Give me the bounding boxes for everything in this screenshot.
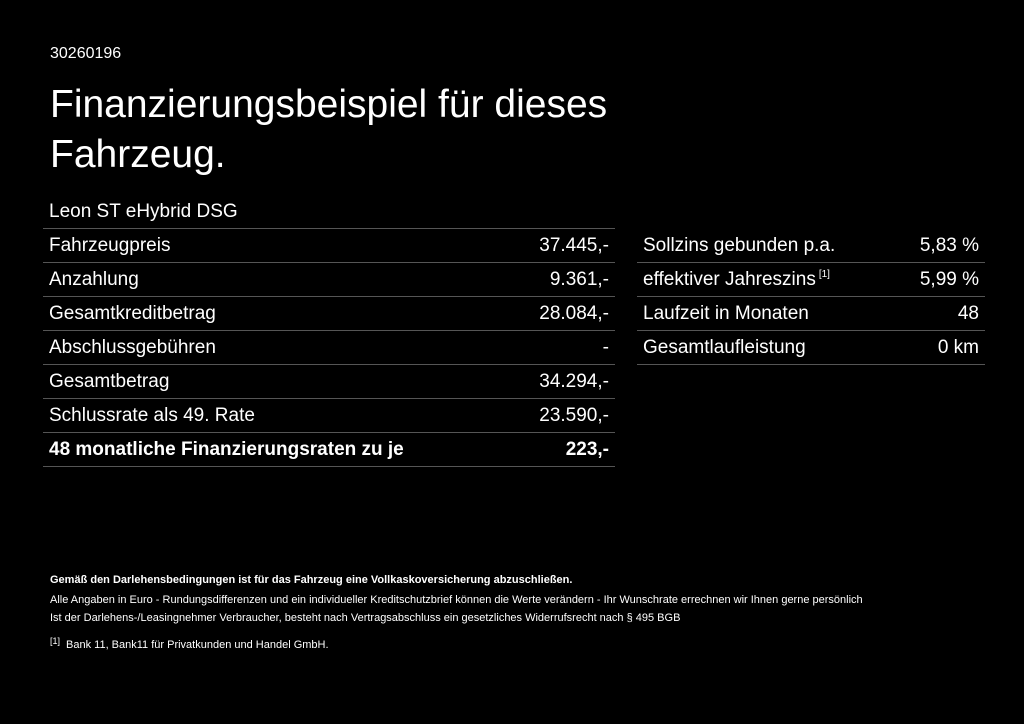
row-label: Gesamtkreditbetrag: [49, 302, 216, 324]
row-value: 0 km: [937, 336, 979, 358]
table-row: Schlussrate als 49. Rate 23.590,-: [43, 399, 615, 433]
note-bold: Gemäß den Darlehensbedingungen ist für d…: [50, 574, 573, 586]
row-value: 28.084,-: [539, 302, 609, 324]
row-label: Gesamtlaufleistung: [643, 336, 806, 358]
table-row: Anzahlung 9.361,-: [43, 263, 615, 297]
row-value: 5,99 %: [919, 268, 979, 290]
notes: Gemäß den Darlehensbedingungen ist für d…: [50, 571, 863, 654]
footnote-marker: [1]: [50, 636, 61, 646]
table-row: 48 monatliche Finanzierungsraten zu je 22…: [43, 433, 615, 467]
row-value: 5,83 %: [919, 234, 979, 256]
row-label-wrap: Sollzins gebunden p.a.: [643, 235, 835, 257]
row-label-wrap: effektiver Jahreszins [1]: [643, 269, 830, 291]
row-value: 9.361,-: [549, 268, 609, 290]
row-label: Sollzins gebunden p.a.: [643, 234, 836, 256]
row-note: [1]: [818, 268, 830, 280]
id: 30260196: [50, 45, 122, 62]
row-label: effektiver Jahreszins: [643, 268, 816, 290]
header: Leon ST eHybrid DSG: [49, 200, 238, 222]
note: Alle Angaben in Euro - Rundungsdifferenz…: [50, 594, 863, 606]
row-label: Anzahlung: [49, 268, 139, 290]
row-value: 48: [957, 302, 979, 324]
table-header: Leon ST eHybrid DSG: [43, 195, 615, 229]
row-label: Schlussrate als 49. Rate: [49, 404, 255, 426]
row-value: 37.445,-: [539, 234, 609, 256]
title: Finanzierungsbeispiel für dieses Fahrzeu…: [50, 83, 608, 176]
note: Ist der Darlehens-/Leasingnehmer Verbrau…: [50, 612, 681, 624]
table-row: Gesamtlaufleistung 0 km: [637, 331, 985, 365]
row-label-wrap: Gesamtlaufleistung: [643, 337, 806, 359]
row-value: 223,-: [565, 438, 609, 460]
left-table: Leon ST eHybrid DSG Fahrzeugpreis 37.445,…: [43, 195, 615, 467]
table-row: Gesamtbetrag 34.294,-: [43, 365, 615, 399]
footnote-text: Bank 11, Bank11 für Privatkunden und Han…: [66, 639, 329, 651]
row-label: Laufzeit in Monaten: [643, 302, 809, 324]
footnote: [1] Bank 11, Bank11 für Privatkunden und …: [50, 632, 863, 654]
row-label: Gesamtbetrag: [49, 370, 170, 392]
right-table: Sollzins gebunden p.a. 5,83 % effektiver J…: [637, 229, 985, 365]
table-row: Sollzins gebunden p.a. 5,83 %: [637, 229, 985, 263]
table-row: Laufzeit in Monaten 48: [637, 297, 985, 331]
table-row: effektiver Jahreszins [1] 5,99 %: [637, 263, 985, 297]
row-label: Abschlussgebühren: [49, 336, 216, 358]
row-label: 48 monatliche Finanzierungsraten zu je: [49, 438, 404, 460]
table-row: Fahrzeugpreis 37.445,-: [43, 229, 615, 263]
row-value: 23.590,-: [539, 404, 609, 426]
table-row: Gesamtkreditbetrag 28.084,-: [43, 297, 615, 331]
table-row: Abschlussgebühren -: [43, 331, 615, 365]
row-label-wrap: Laufzeit in Monaten: [643, 303, 809, 325]
row-value: 34.294,-: [539, 370, 609, 392]
row-value: -: [602, 336, 609, 358]
row-label: Fahrzeugpreis: [49, 234, 171, 256]
